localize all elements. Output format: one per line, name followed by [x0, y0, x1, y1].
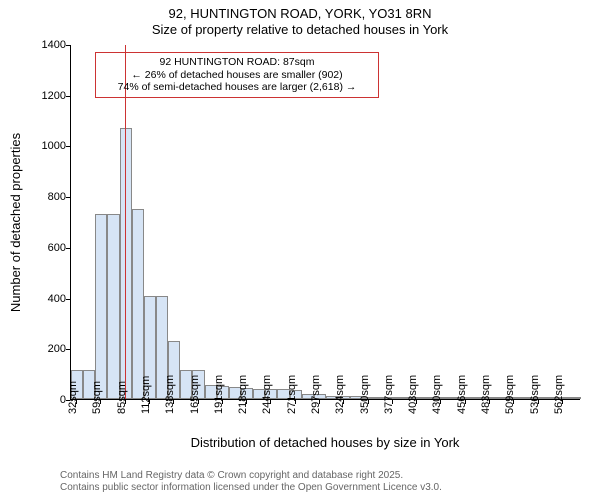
plot-area — [70, 45, 580, 400]
y-tick-mark — [66, 146, 70, 147]
chart-title-line2: Size of property relative to detached ho… — [0, 22, 600, 37]
marker-line — [125, 45, 126, 399]
info-box: 92 HUNTINGTON ROAD: 87sqm ← 26% of detac… — [95, 52, 379, 98]
chart-container: 92, HUNTINGTON ROAD, YORK, YO31 8RN Size… — [0, 0, 600, 500]
y-tick-label: 1400 — [42, 39, 66, 51]
chart-title-line1: 92, HUNTINGTON ROAD, YORK, YO31 8RN — [0, 6, 600, 21]
y-tick-mark — [66, 248, 70, 249]
x-axis-label: Distribution of detached houses by size … — [70, 435, 580, 450]
footer-attribution: Contains HM Land Registry data © Crown c… — [60, 470, 442, 494]
y-tick-mark — [66, 197, 70, 198]
y-tick-mark — [66, 299, 70, 300]
info-line1: 92 HUNTINGTON ROAD: 87sqm — [102, 56, 372, 69]
histogram-bar — [120, 128, 132, 399]
histogram-bar — [107, 214, 119, 399]
footer-line1: Contains HM Land Registry data © Crown c… — [60, 470, 442, 482]
y-tick-label: 1200 — [42, 90, 66, 102]
info-line3: 74% of semi-detached houses are larger (… — [102, 81, 372, 94]
footer-line2: Contains public sector information licen… — [60, 482, 442, 494]
info-line2: ← 26% of detached houses are smaller (90… — [102, 69, 372, 82]
y-tick-mark — [66, 45, 70, 46]
y-tick-label: 400 — [48, 293, 66, 305]
y-tick-mark — [66, 349, 70, 350]
histogram-bar — [569, 397, 581, 399]
histogram-bar — [132, 209, 144, 399]
histogram-bar — [95, 214, 107, 399]
y-axis-label: Number of detached properties — [8, 45, 24, 400]
y-tick-label: 600 — [48, 242, 66, 254]
y-tick-label: 1000 — [42, 140, 66, 152]
y-tick-label: 200 — [48, 343, 66, 355]
y-tick-mark — [66, 96, 70, 97]
y-tick-label: 800 — [48, 191, 66, 203]
